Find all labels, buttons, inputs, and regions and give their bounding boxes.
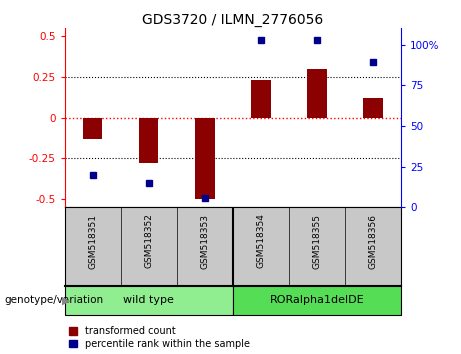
Legend: transformed count, percentile rank within the sample: transformed count, percentile rank withi… xyxy=(70,326,250,349)
Bar xyxy=(195,118,214,199)
Bar xyxy=(363,98,383,118)
Text: genotype/variation: genotype/variation xyxy=(5,295,104,306)
Bar xyxy=(307,69,327,118)
Text: GSM518353: GSM518353 xyxy=(200,213,209,269)
Text: RORalpha1delDE: RORalpha1delDE xyxy=(270,295,364,306)
Text: GSM518351: GSM518351 xyxy=(88,213,97,269)
Text: GSM518352: GSM518352 xyxy=(144,213,153,268)
Text: GSM518355: GSM518355 xyxy=(313,213,321,269)
Title: GDS3720 / ILMN_2776056: GDS3720 / ILMN_2776056 xyxy=(142,13,324,27)
Text: ▶: ▶ xyxy=(62,295,71,306)
Bar xyxy=(65,286,233,315)
Text: GSM518356: GSM518356 xyxy=(368,213,378,269)
Text: wild type: wild type xyxy=(123,295,174,306)
Bar xyxy=(233,286,401,315)
Text: GSM518354: GSM518354 xyxy=(256,213,266,268)
Bar xyxy=(83,118,102,139)
Bar xyxy=(251,80,271,118)
Bar xyxy=(139,118,159,163)
